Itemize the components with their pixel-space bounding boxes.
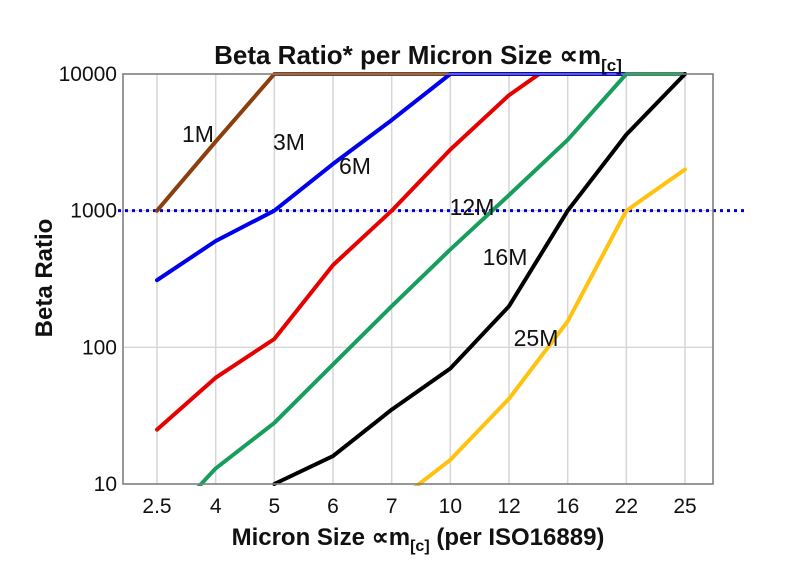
x-tick-label: 4 (210, 495, 222, 518)
series-line-16M (272, 72, 687, 486)
x-axis-title-prop-symbol: ∝m (372, 524, 410, 551)
x-axis-title-pre: Micron Size (232, 524, 372, 551)
y-tick-label: 10 (94, 473, 117, 496)
x-axis-title: Micron Size ∝m[c] (per ISO16889) (232, 524, 605, 555)
x-tick-label: 5 (268, 495, 280, 518)
x-tick-label: 6 (327, 495, 339, 518)
series-layer (155, 72, 687, 486)
y-axis-title: Beta Ratio (31, 219, 58, 338)
chart-title-main: Beta Ratio* per Micron Size (214, 40, 559, 70)
x-axis-title-subscript: [c] (410, 538, 430, 555)
chart-title-subscript: [c] (601, 56, 622, 75)
series-line-6M (155, 72, 546, 432)
series-label-1M: 1M (182, 121, 214, 147)
x-tick-label: 25 (673, 495, 696, 518)
series-label-3M: 3M (273, 129, 305, 155)
chart-title-prop-symbol: ∝m (559, 40, 601, 70)
x-tick-label: 16 (556, 495, 579, 518)
y-tick-label: 1000 (70, 200, 117, 223)
x-axis-title-post: (per ISO16889) (430, 524, 605, 551)
series-line-25M (413, 167, 687, 486)
series-label-25M: 25M (514, 325, 559, 351)
x-tick-label: 10 (439, 495, 462, 518)
tick-and-series-labels: 10 100 1000 10000 2.5 4 5 6 7 10 12 16 22 25 6M 1M 3M 12M… (59, 63, 697, 518)
series-line-12M (196, 72, 687, 486)
series-label-12M: 12M (450, 194, 495, 220)
x-tick-label: 2.5 (142, 495, 171, 518)
series-label-6M: 6M (339, 153, 371, 179)
x-tick-label: 22 (615, 495, 638, 518)
x-tick-label: 12 (497, 495, 520, 518)
plot-area-border (122, 73, 714, 485)
series-label-16M: 16M (483, 244, 528, 270)
y-tick-label: 100 (82, 336, 117, 359)
x-tick-label: 7 (386, 495, 398, 518)
y-tick-label: 10000 (59, 63, 117, 86)
chart-title: Beta Ratio* per Micron Size ∝m[c] (214, 40, 622, 75)
